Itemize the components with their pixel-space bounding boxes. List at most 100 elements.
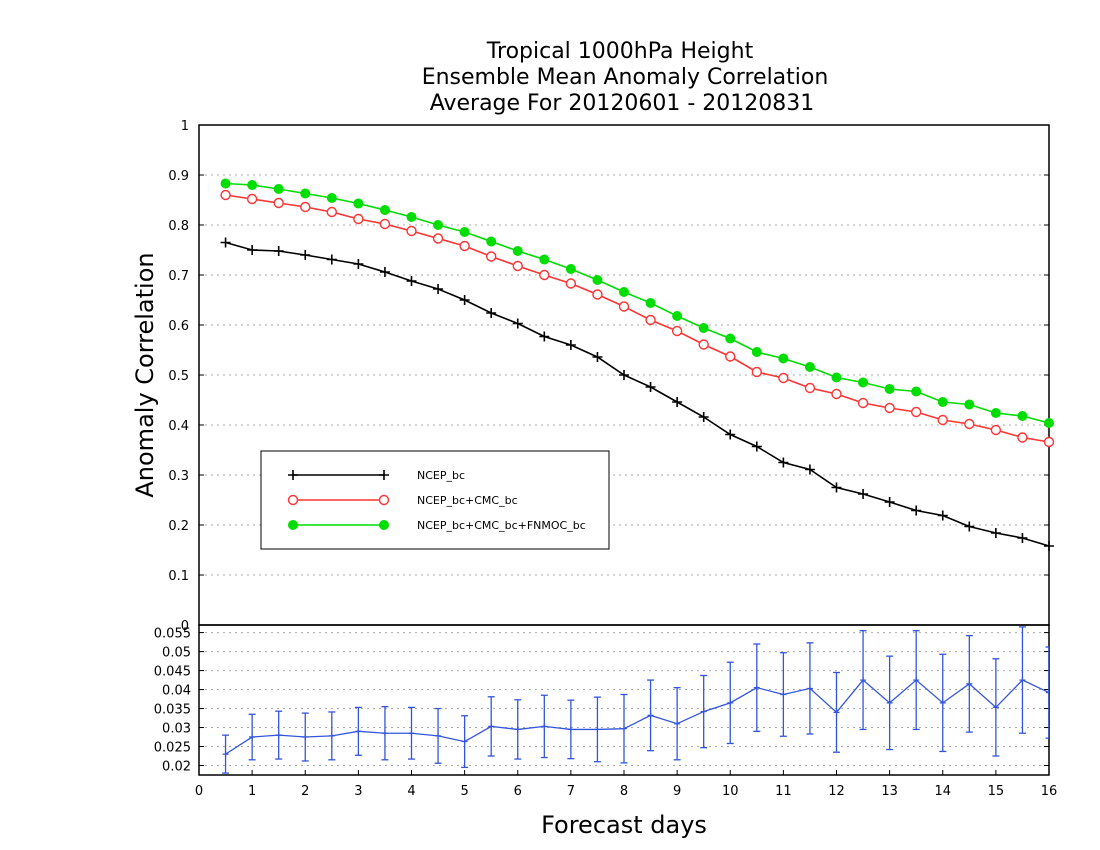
legend-marker <box>378 494 390 506</box>
data-point <box>355 728 362 735</box>
y-tick-label: 0.6 <box>168 319 189 334</box>
series-line <box>225 679 1049 755</box>
data-point <box>435 732 442 739</box>
data-point <box>565 340 576 350</box>
data-point <box>408 730 415 737</box>
data-point <box>990 424 1002 436</box>
data-point <box>514 726 521 733</box>
data-point <box>671 325 683 337</box>
y-tick-label: 0.03 <box>162 722 191 737</box>
data-point <box>220 237 231 248</box>
data-point <box>567 726 574 733</box>
x-tick-label: 8 <box>620 784 628 799</box>
data-point <box>541 723 548 730</box>
data-point <box>831 372 842 383</box>
data-point <box>937 510 948 521</box>
data-point <box>990 528 1001 538</box>
data-point <box>379 205 390 215</box>
data-point <box>353 198 364 209</box>
data-point <box>485 251 497 262</box>
data-point <box>672 397 683 407</box>
data-point <box>964 521 975 532</box>
data-point <box>300 188 311 199</box>
data-point <box>645 298 656 308</box>
data-point <box>804 362 815 372</box>
data-point <box>565 264 576 274</box>
data-point <box>937 397 948 407</box>
y-tick-label: 0.04 <box>162 684 191 699</box>
data-point <box>433 220 444 230</box>
data-point <box>222 751 229 758</box>
data-point <box>539 254 550 265</box>
data-point <box>804 464 815 475</box>
data-point <box>751 347 762 357</box>
x-tick-label: 0 <box>195 784 203 799</box>
data-point <box>273 197 284 209</box>
data-point <box>727 699 734 706</box>
data-point <box>913 677 920 684</box>
x-tick-label: 13 <box>881 784 898 799</box>
x-tick-label: 7 <box>567 784 575 799</box>
chart-legend: NCEP_bc NCEP_bc+CMC_bc NCEP_bc+CMC_bc+FNMO… <box>260 450 610 550</box>
y-tick-label: 0.7 <box>168 269 189 284</box>
y-tick-label: 0.025 <box>154 741 191 756</box>
data-point <box>488 723 495 730</box>
x-tick-label: 16 <box>1041 784 1058 799</box>
y-axis-label: Anomaly Correlation <box>131 252 159 497</box>
errorbar-series <box>222 626 1049 774</box>
data-point <box>937 414 948 426</box>
data-point <box>302 734 309 741</box>
y-tick-label: 0.9 <box>168 169 189 184</box>
data-point <box>753 684 760 691</box>
data-point <box>992 704 999 711</box>
data-point <box>565 278 577 289</box>
data-point <box>857 397 869 409</box>
x-axis-label: Forecast days <box>541 811 707 839</box>
y-tick-label: 0.05 <box>162 646 191 661</box>
data-point <box>273 184 284 194</box>
data-point <box>220 189 231 201</box>
x-tick-label: 11 <box>775 784 792 799</box>
data-point <box>1017 432 1028 443</box>
data-point <box>1019 677 1026 684</box>
legend-label: NCEP_bc+CMC_bc <box>417 494 518 507</box>
legend-marker <box>288 520 298 530</box>
y-tick-label: 0.1 <box>168 569 189 584</box>
data-point <box>886 699 893 706</box>
data-point <box>512 260 523 272</box>
data-point <box>326 193 337 203</box>
data-point <box>459 227 470 237</box>
x-tick-label: 14 <box>934 784 951 799</box>
data-point <box>698 339 709 350</box>
data-point <box>858 489 869 499</box>
data-point <box>831 482 842 493</box>
data-point <box>911 505 922 516</box>
data-point <box>539 269 550 281</box>
data-point <box>884 384 895 394</box>
series-line <box>225 182 1050 424</box>
data-point <box>1017 411 1028 421</box>
data-point <box>512 246 523 256</box>
y-tick-label: 0.045 <box>154 665 191 680</box>
data-point <box>406 212 417 222</box>
data-point <box>966 680 973 687</box>
y-tick-label: 0.5 <box>168 369 189 384</box>
y-tick-label: 0.055 <box>154 627 191 642</box>
data-point <box>220 178 231 189</box>
x-tick-label: 10 <box>722 784 739 799</box>
chart-title-line-2: Ensemble Mean Anomaly Correlation <box>422 65 829 90</box>
data-point <box>725 333 736 344</box>
legend-marker <box>287 494 299 506</box>
data-point <box>831 388 842 400</box>
data-point <box>406 225 417 237</box>
data-point <box>725 351 736 362</box>
data-point <box>751 441 762 452</box>
data-point <box>619 370 629 380</box>
data-point <box>486 236 497 247</box>
data-point <box>379 218 391 230</box>
data-point <box>249 734 256 741</box>
legend-marker <box>379 520 389 530</box>
data-point <box>433 284 444 294</box>
data-point <box>246 193 258 205</box>
